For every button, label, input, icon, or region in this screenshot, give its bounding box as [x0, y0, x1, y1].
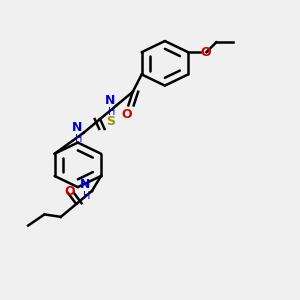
- Text: O: O: [122, 108, 132, 121]
- Text: O: O: [64, 185, 75, 198]
- Text: N: N: [72, 121, 82, 134]
- Text: O: O: [200, 46, 211, 59]
- Text: H: H: [75, 134, 82, 144]
- Text: N: N: [80, 178, 91, 191]
- Text: N: N: [105, 94, 115, 107]
- Text: S: S: [106, 115, 115, 128]
- Text: H: H: [83, 191, 91, 201]
- Text: H: H: [108, 107, 115, 117]
